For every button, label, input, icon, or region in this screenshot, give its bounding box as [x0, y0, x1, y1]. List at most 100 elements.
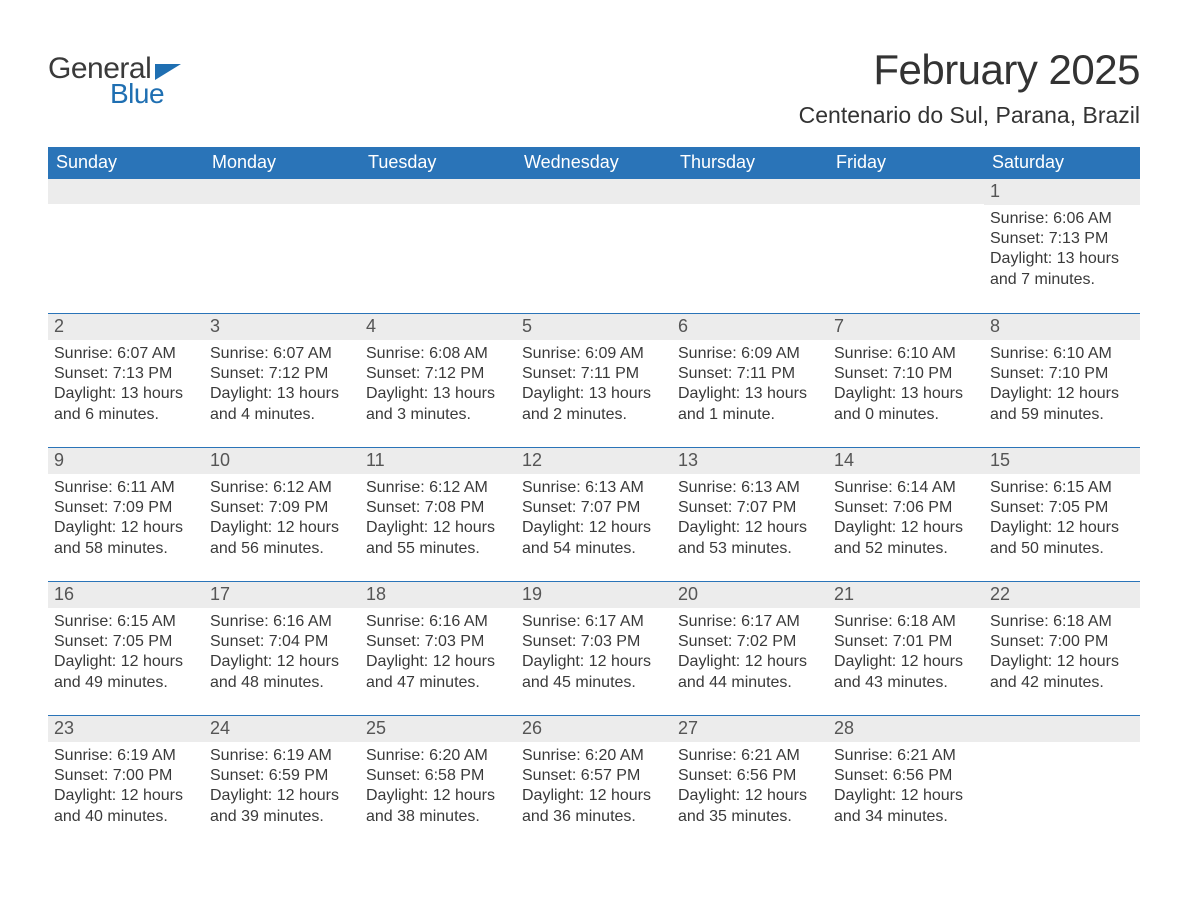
daylight-text: Daylight: 12 hours and 53 minutes.: [678, 518, 822, 559]
day-details: Sunrise: 6:12 AMSunset: 7:09 PMDaylight:…: [204, 474, 360, 560]
day-details: Sunrise: 6:20 AMSunset: 6:58 PMDaylight:…: [360, 742, 516, 828]
weekday-header: Tuesday: [360, 147, 516, 179]
calendar-body: 1Sunrise: 6:06 AMSunset: 7:13 PMDaylight…: [48, 179, 1140, 849]
day-number: 10: [204, 447, 360, 474]
calendar-cell: 23Sunrise: 6:19 AMSunset: 7:00 PMDayligh…: [48, 715, 204, 849]
calendar-cell: [360, 179, 516, 313]
day-number: 1: [984, 179, 1140, 205]
calendar-cell: 20Sunrise: 6:17 AMSunset: 7:02 PMDayligh…: [672, 581, 828, 715]
day-number: 21: [828, 581, 984, 608]
day-number: 4: [360, 313, 516, 340]
sunrise-text: Sunrise: 6:17 AM: [522, 612, 666, 632]
sunrise-text: Sunrise: 6:18 AM: [990, 612, 1134, 632]
daylight-text: Daylight: 12 hours and 43 minutes.: [834, 652, 978, 693]
sunset-text: Sunset: 6:59 PM: [210, 766, 354, 786]
day-number: 12: [516, 447, 672, 474]
daylight-text: Daylight: 12 hours and 38 minutes.: [366, 786, 510, 827]
day-details: Sunrise: 6:15 AMSunset: 7:05 PMDaylight:…: [984, 474, 1140, 560]
daylight-text: Daylight: 12 hours and 59 minutes.: [990, 384, 1134, 425]
empty-day-band: [984, 715, 1140, 742]
logo-flag-icon: [155, 64, 181, 80]
calendar-cell: 25Sunrise: 6:20 AMSunset: 6:58 PMDayligh…: [360, 715, 516, 849]
calendar-cell: [984, 715, 1140, 849]
day-number: 28: [828, 715, 984, 742]
sunrise-text: Sunrise: 6:09 AM: [678, 344, 822, 364]
weekday-header: Friday: [828, 147, 984, 179]
daylight-text: Daylight: 12 hours and 50 minutes.: [990, 518, 1134, 559]
calendar-cell: [672, 179, 828, 313]
calendar-page: General Blue February 2025 Centenario do…: [0, 0, 1188, 889]
weekday-header: Wednesday: [516, 147, 672, 179]
day-details: Sunrise: 6:07 AMSunset: 7:13 PMDaylight:…: [48, 340, 204, 426]
calendar-cell: 27Sunrise: 6:21 AMSunset: 6:56 PMDayligh…: [672, 715, 828, 849]
empty-day-band: [204, 179, 360, 204]
sunrise-text: Sunrise: 6:13 AM: [522, 478, 666, 498]
sunrise-text: Sunrise: 6:20 AM: [522, 746, 666, 766]
day-details: Sunrise: 6:17 AMSunset: 7:03 PMDaylight:…: [516, 608, 672, 694]
sunset-text: Sunset: 6:58 PM: [366, 766, 510, 786]
calendar-week-row: 16Sunrise: 6:15 AMSunset: 7:05 PMDayligh…: [48, 581, 1140, 715]
calendar-week-row: 1Sunrise: 6:06 AMSunset: 7:13 PMDaylight…: [48, 179, 1140, 313]
day-details: Sunrise: 6:06 AMSunset: 7:13 PMDaylight:…: [984, 205, 1140, 291]
sunrise-text: Sunrise: 6:14 AM: [834, 478, 978, 498]
daylight-text: Daylight: 13 hours and 1 minute.: [678, 384, 822, 425]
day-details: Sunrise: 6:15 AMSunset: 7:05 PMDaylight:…: [48, 608, 204, 694]
title-block: February 2025 Centenario do Sul, Parana,…: [799, 46, 1140, 129]
sunrise-text: Sunrise: 6:13 AM: [678, 478, 822, 498]
calendar-table: Sunday Monday Tuesday Wednesday Thursday…: [48, 147, 1140, 849]
day-number: 7: [828, 313, 984, 340]
daylight-text: Daylight: 12 hours and 48 minutes.: [210, 652, 354, 693]
sunrise-text: Sunrise: 6:06 AM: [990, 209, 1134, 229]
daylight-text: Daylight: 13 hours and 7 minutes.: [990, 249, 1134, 290]
daylight-text: Daylight: 12 hours and 55 minutes.: [366, 518, 510, 559]
sunset-text: Sunset: 7:12 PM: [366, 364, 510, 384]
header-row: General Blue February 2025 Centenario do…: [48, 46, 1140, 129]
daylight-text: Daylight: 13 hours and 6 minutes.: [54, 384, 198, 425]
daylight-text: Daylight: 13 hours and 3 minutes.: [366, 384, 510, 425]
calendar-cell: 5Sunrise: 6:09 AMSunset: 7:11 PMDaylight…: [516, 313, 672, 447]
calendar-cell: 24Sunrise: 6:19 AMSunset: 6:59 PMDayligh…: [204, 715, 360, 849]
sunrise-text: Sunrise: 6:17 AM: [678, 612, 822, 632]
sunset-text: Sunset: 7:11 PM: [522, 364, 666, 384]
sunset-text: Sunset: 7:03 PM: [366, 632, 510, 652]
day-number: 25: [360, 715, 516, 742]
sunrise-text: Sunrise: 6:15 AM: [990, 478, 1134, 498]
calendar-week-row: 2Sunrise: 6:07 AMSunset: 7:13 PMDaylight…: [48, 313, 1140, 447]
sunrise-text: Sunrise: 6:15 AM: [54, 612, 198, 632]
calendar-cell: 4 Sunrise: 6:08 AMSunset: 7:12 PMDaylight…: [360, 313, 516, 447]
calendar-cell: 8Sunrise: 6:10 AMSunset: 7:10 PMDaylight…: [984, 313, 1140, 447]
calendar-week-row: 23Sunrise: 6:19 AMSunset: 7:00 PMDayligh…: [48, 715, 1140, 849]
day-number: 22: [984, 581, 1140, 608]
daylight-text: Daylight: 13 hours and 2 minutes.: [522, 384, 666, 425]
sunset-text: Sunset: 7:10 PM: [834, 364, 978, 384]
weekday-header: Thursday: [672, 147, 828, 179]
sunset-text: Sunset: 7:05 PM: [54, 632, 198, 652]
calendar-cell: 28Sunrise: 6:21 AMSunset: 6:56 PMDayligh…: [828, 715, 984, 849]
day-details: Sunrise: 6:18 AMSunset: 7:00 PMDaylight:…: [984, 608, 1140, 694]
sunrise-text: Sunrise: 6:08 AM: [366, 344, 510, 364]
sunrise-text: Sunrise: 6:07 AM: [210, 344, 354, 364]
daylight-text: Daylight: 13 hours and 4 minutes.: [210, 384, 354, 425]
day-details: Sunrise: 6:18 AMSunset: 7:01 PMDaylight:…: [828, 608, 984, 694]
sunrise-text: Sunrise: 6:11 AM: [54, 478, 198, 498]
calendar-cell: 3Sunrise: 6:07 AMSunset: 7:12 PMDaylight…: [204, 313, 360, 447]
day-number: 27: [672, 715, 828, 742]
weekday-row: Sunday Monday Tuesday Wednesday Thursday…: [48, 147, 1140, 179]
day-number: 17: [204, 581, 360, 608]
daylight-text: Daylight: 13 hours and 0 minutes.: [834, 384, 978, 425]
sunset-text: Sunset: 7:13 PM: [54, 364, 198, 384]
day-details: Sunrise: 6:16 AMSunset: 7:03 PMDaylight:…: [360, 608, 516, 694]
sunrise-text: Sunrise: 6:12 AM: [366, 478, 510, 498]
daylight-text: Daylight: 12 hours and 58 minutes.: [54, 518, 198, 559]
sunset-text: Sunset: 7:08 PM: [366, 498, 510, 518]
page-subtitle: Centenario do Sul, Parana, Brazil: [799, 102, 1140, 129]
calendar-cell: 6Sunrise: 6:09 AMSunset: 7:11 PMDaylight…: [672, 313, 828, 447]
day-number: 19: [516, 581, 672, 608]
sunrise-text: Sunrise: 6:10 AM: [834, 344, 978, 364]
day-details: Sunrise: 6:09 AMSunset: 7:11 PMDaylight:…: [672, 340, 828, 426]
weekday-header: Monday: [204, 147, 360, 179]
daylight-text: Daylight: 12 hours and 40 minutes.: [54, 786, 198, 827]
daylight-text: Daylight: 12 hours and 49 minutes.: [54, 652, 198, 693]
sunset-text: Sunset: 7:12 PM: [210, 364, 354, 384]
day-number: 2: [48, 313, 204, 340]
